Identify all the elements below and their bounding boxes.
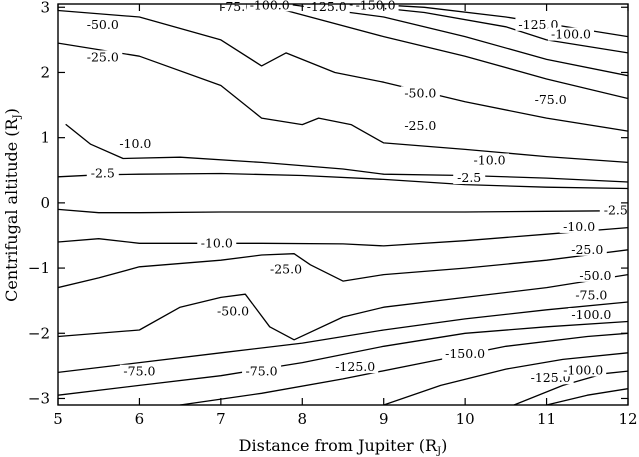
contour-label: -125.0 — [307, 0, 347, 14]
contour-line — [58, 226, 628, 247]
contour-label-bg — [599, 203, 632, 217]
contour-label: -10.0 — [474, 152, 506, 167]
contour-label-bg — [575, 268, 615, 282]
y-tick-label: −1 — [28, 259, 50, 277]
contour-label: -150.0 — [445, 346, 485, 361]
contour-line — [58, 208, 628, 214]
contour-label: -25.0 — [270, 261, 302, 276]
contour-label: -75.0 — [535, 92, 567, 107]
contour-label-bg — [86, 166, 119, 180]
contour-label-bg — [453, 171, 486, 185]
contour-label: -50.0 — [217, 304, 249, 319]
contour-line — [58, 301, 628, 374]
contour-line — [383, 352, 628, 405]
contour-label-bg — [559, 219, 599, 233]
contour-label: -50.0 — [87, 17, 119, 32]
x-tick-label: 6 — [135, 410, 145, 428]
contour-label: -75.0 — [123, 364, 155, 379]
contour-line — [58, 172, 628, 190]
contour-label: -2.5 — [91, 165, 115, 180]
x-tick-label: 10 — [456, 410, 475, 428]
contour-label-bg — [83, 17, 123, 31]
y-tick-label: 1 — [40, 129, 50, 147]
x-tick-label: 5 — [53, 410, 63, 428]
plot-frame — [57, 3, 629, 406]
contour-label-bg — [571, 288, 611, 302]
x-tick-label: 9 — [379, 410, 389, 428]
contour-label: -100.0 — [571, 307, 611, 322]
contour-line — [58, 42, 628, 164]
contour-labels: -75.0 -100.0 -125.0 -150.0 -125.0 -100.0 -50.0… — [83, 0, 632, 385]
contour-label: -100.0 — [250, 0, 290, 12]
x-axis-label: Distance from Jupiter (RJ) — [239, 436, 448, 457]
contour-line — [285, 4, 628, 77]
contour-label-bg — [197, 236, 237, 250]
contour-label-bg — [400, 118, 440, 132]
contour-label-bg — [266, 262, 306, 276]
contour-label: -75.0 — [575, 287, 607, 302]
x-tick-label: 7 — [216, 410, 226, 428]
contour-label-bg — [246, 0, 293, 12]
y-tick-label: −3 — [28, 389, 50, 407]
contour-label-bg — [531, 92, 571, 106]
contour-line — [58, 249, 628, 289]
y-axis-label: Centrifugal altitude (RJ) — [2, 108, 23, 302]
contour-label: -10.0 — [563, 219, 595, 234]
y-tick-label: 0 — [40, 194, 50, 212]
contour-label-bg — [242, 364, 282, 378]
contour-line — [58, 273, 628, 341]
contour-label-bg — [352, 0, 399, 12]
contour-label-bg — [400, 86, 440, 100]
contour-label-bg — [560, 363, 607, 377]
contour-label-bg — [567, 242, 607, 256]
contour-line — [260, 4, 628, 100]
contour-label: -25.0 — [87, 49, 119, 64]
contour-label: -25.0 — [404, 118, 436, 133]
contour-label-bg — [332, 360, 379, 374]
contour-line — [366, 4, 628, 38]
contour-label: -50.0 — [404, 85, 436, 100]
contour-label-bg — [83, 50, 123, 64]
contour-label-bg — [115, 137, 155, 151]
contour-label: -2.5 — [457, 170, 481, 185]
contour-label: -2.5 — [604, 203, 628, 218]
contour-line — [58, 320, 628, 396]
contour-label-bg — [515, 17, 562, 31]
x-tick-label: 12 — [618, 410, 637, 428]
contour-label-bg — [213, 304, 253, 318]
x-tick-label: 8 — [298, 410, 308, 428]
contour-label: -100.0 — [563, 362, 603, 377]
contour-label: -25.0 — [571, 242, 603, 257]
contour-label: -75.0 — [246, 364, 278, 379]
contour-label-bg — [119, 364, 159, 378]
y-tick-label: 2 — [40, 63, 50, 81]
contour-label: -50.0 — [579, 268, 611, 283]
contour-label: -10.0 — [119, 136, 151, 151]
contour-label-bg — [568, 307, 615, 321]
contour-label: -10.0 — [201, 235, 233, 250]
contour-label-bg — [548, 27, 594, 41]
contour-lines — [58, 4, 628, 405]
contour-label: -100.0 — [551, 27, 591, 42]
contour-line — [179, 332, 628, 405]
contour-label: -125.0 — [335, 359, 375, 374]
y-tick-label: −2 — [28, 324, 50, 342]
x-tick-label: 11 — [537, 410, 556, 428]
contour-label-bg — [442, 347, 489, 361]
contour-label-bg — [470, 153, 510, 167]
contour-label: -150.0 — [356, 0, 396, 12]
contour-line — [513, 370, 628, 405]
y-tick-label: 3 — [40, 0, 50, 16]
contour-line — [65, 123, 628, 183]
contour-line — [58, 9, 628, 132]
contour-line — [545, 388, 628, 405]
